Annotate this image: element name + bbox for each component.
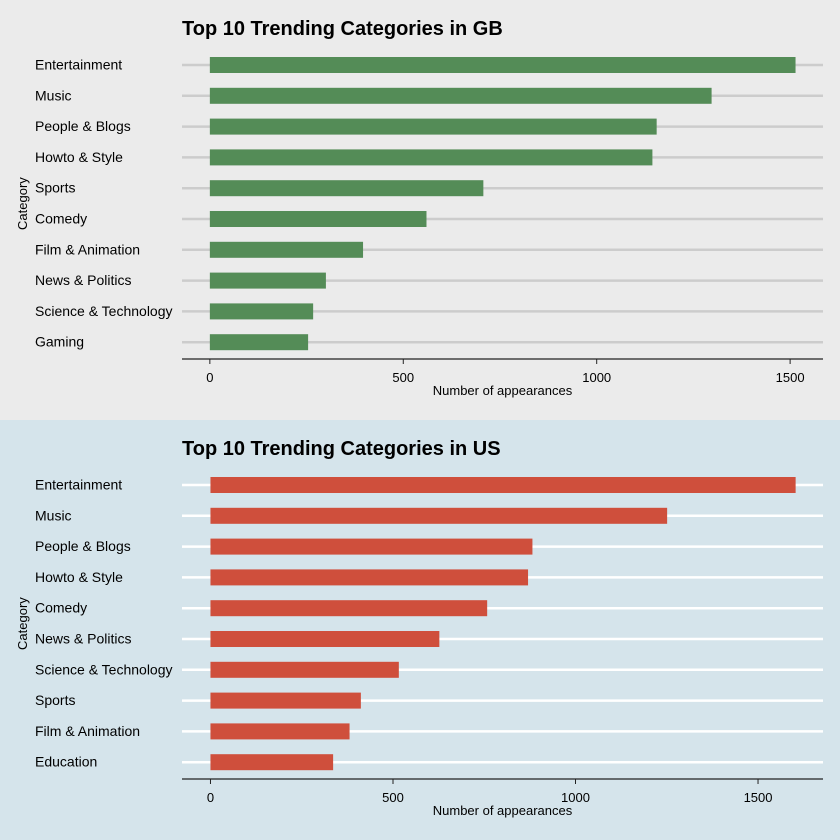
x-tick-label: 1500 (776, 370, 805, 385)
y-axis-label: Category (15, 597, 30, 650)
bar (210, 477, 796, 493)
category-label: Education (35, 754, 97, 770)
chart-title: Top 10 Trending Categories in GB (182, 18, 503, 40)
category-label: People & Blogs (35, 538, 131, 554)
category-label: Comedy (35, 211, 87, 227)
y-axis-label: Category (15, 177, 30, 230)
category-label: Entertainment (35, 477, 122, 493)
category-label: Howto & Style (35, 149, 123, 165)
category-label: People & Blogs (35, 118, 131, 134)
bar (209, 272, 326, 289)
bar (210, 723, 350, 740)
x-tick-label: 500 (392, 370, 414, 385)
bar (210, 538, 533, 555)
bar (210, 661, 399, 678)
bar (209, 118, 657, 135)
x-tick-label: 1000 (582, 370, 611, 385)
bar (209, 180, 484, 197)
category-label: Howto & Style (35, 569, 123, 585)
x-axis-label: Number of appearances (433, 803, 573, 818)
bar (210, 754, 334, 771)
category-label: Film & Animation (35, 241, 140, 257)
category-label: Comedy (35, 600, 87, 616)
bar (210, 569, 529, 586)
category-label: Music (35, 507, 72, 523)
category-label: Music (35, 87, 72, 103)
x-tick-label: 500 (382, 790, 404, 805)
x-axis-label: Number of appearances (433, 383, 573, 398)
bar (209, 87, 712, 104)
category-label: Film & Animation (35, 723, 140, 739)
category-label: Sports (35, 692, 75, 708)
bar (210, 631, 440, 647)
x-tick-label: 1000 (561, 790, 590, 805)
x-tick-label: 0 (206, 370, 213, 385)
x-tick-label: 0 (207, 790, 214, 805)
chart-panel-us: Top 10 Trending Categories in US Category… (0, 420, 840, 840)
bar (210, 692, 361, 709)
bar (210, 600, 488, 617)
category-label: Sports (35, 180, 75, 196)
category-label: Entertainment (35, 57, 122, 73)
bar (210, 507, 668, 524)
category-label: Gaming (35, 334, 84, 350)
bar (209, 334, 309, 351)
bar (209, 57, 796, 73)
bar-chart: Top 10 Trending Categories in GB Category… (0, 0, 840, 420)
bar (209, 211, 427, 227)
bar (209, 303, 314, 320)
category-label: News & Politics (35, 631, 131, 647)
bar-chart: Top 10 Trending Categories in US Category… (0, 420, 840, 840)
x-tick-label: 1500 (744, 790, 773, 805)
bar (209, 149, 653, 166)
chart-title: Top 10 Trending Categories in US (182, 438, 501, 460)
bar (209, 241, 364, 258)
chart-panel-gb: Top 10 Trending Categories in GB Category… (0, 0, 840, 420)
category-label: Science & Technology (35, 661, 173, 677)
category-label: Science & Technology (35, 303, 173, 319)
category-label: News & Politics (35, 272, 131, 288)
